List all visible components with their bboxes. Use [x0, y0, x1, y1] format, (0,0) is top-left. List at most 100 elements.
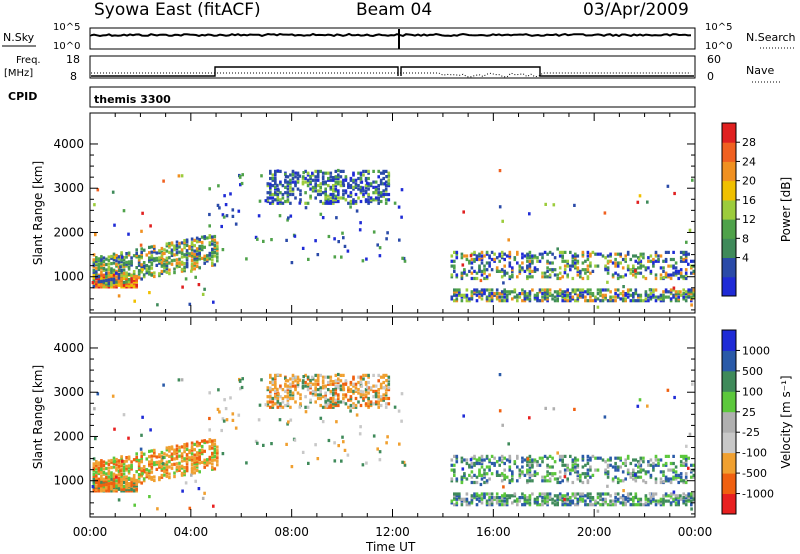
power-echo-cell — [639, 271, 643, 275]
power-echo-cell — [257, 214, 261, 218]
vel-echo-cell — [183, 444, 186, 448]
vel-echo-cell — [664, 477, 668, 481]
vel-echo-cell — [352, 377, 355, 381]
vel-echo-cell — [508, 465, 512, 469]
vel-echo-cell — [634, 494, 638, 498]
vel-echo-cell — [609, 494, 612, 498]
vel-echo-cell — [574, 456, 577, 460]
vel-echo-cell — [684, 499, 688, 503]
power-echo-cell — [483, 264, 486, 268]
power-echo-cell — [566, 293, 569, 297]
vel-echo-cell — [309, 380, 312, 385]
vel-echo-cell — [185, 442, 189, 446]
vel-echo-cell — [526, 470, 529, 474]
vel-echo-cell — [453, 494, 456, 498]
power-echo-cell — [624, 254, 627, 258]
power-echo-cell — [571, 295, 575, 299]
vel-echo-cell — [127, 469, 131, 473]
vel-echo-cell — [619, 458, 622, 462]
power-echo-cell — [358, 228, 362, 232]
vel-echo-cell — [183, 450, 186, 454]
vel-echo-cell — [385, 379, 388, 383]
power-echo-cell — [571, 276, 575, 281]
power-echo-cell — [508, 256, 512, 260]
colorbar-swatch — [722, 238, 736, 258]
vel-echo-cell — [190, 473, 193, 477]
vel-echo-cell — [137, 480, 141, 484]
power-echo-cell — [536, 268, 539, 272]
power-echo-cell — [155, 256, 159, 260]
vel-echo-cell — [105, 466, 108, 471]
power-echo-cell — [100, 271, 103, 275]
power-echo-cell — [158, 256, 161, 260]
vel-echo-cell — [465, 503, 469, 507]
power-echo-cell — [148, 265, 151, 269]
vel-echo-cell — [571, 492, 575, 496]
vel-echo-cell — [100, 467, 103, 472]
power-echo-cell — [95, 256, 98, 260]
power-echo-cell — [216, 259, 219, 263]
vel-echo-cell — [357, 391, 360, 395]
power-echo-cell — [614, 271, 617, 275]
vel-echo-cell — [213, 451, 217, 455]
power-echo-cell — [664, 271, 668, 275]
power-ytick-label: 1000 — [53, 270, 84, 284]
vel-echo-cell — [460, 475, 464, 479]
vel-echo-cell — [378, 458, 382, 462]
power-echo-cell — [556, 293, 559, 297]
power-echo-cell — [269, 192, 272, 197]
power-echo-cell — [112, 252, 116, 256]
vel-echo-cell — [298, 405, 302, 409]
vel-echo-cell — [180, 445, 184, 449]
vel-echo-cell — [132, 477, 136, 481]
vel-echo-cell — [571, 465, 575, 469]
power-echo-cell — [508, 254, 512, 258]
power-echo-cell — [95, 270, 98, 274]
power-echo-cell — [188, 302, 192, 306]
power-echo-cell — [672, 288, 675, 292]
vel-echo-cell — [271, 396, 275, 401]
vel-echo-cell — [531, 460, 534, 464]
power-echo-cell — [611, 275, 615, 279]
vel-echo-cell — [309, 400, 312, 404]
colorbar-swatch — [722, 199, 736, 220]
power-echo-cell — [465, 257, 469, 262]
vel-echo-cell — [341, 435, 344, 439]
power-echo-cell — [289, 192, 292, 197]
power-echo-cell — [117, 257, 121, 261]
vel-echo-cell — [672, 461, 675, 466]
vel-echo-cell — [589, 496, 592, 500]
vel-echo-cell — [473, 492, 476, 496]
power-echo-cell — [558, 293, 562, 297]
vel-echo-cell — [148, 455, 151, 459]
power-echo-cell — [321, 180, 325, 184]
vel-echo-cell — [649, 475, 653, 479]
power-echo-cell — [616, 273, 620, 277]
vel-echo-cell — [274, 382, 277, 386]
vel-echo-cell — [513, 461, 517, 466]
vel-echo-cell — [558, 480, 562, 485]
vel-echo-cell — [112, 474, 116, 478]
vel-echo-cell — [513, 492, 517, 496]
vel-echo-cell — [511, 479, 514, 483]
vel-echo-cell — [455, 497, 459, 501]
power-echo-cell — [188, 246, 191, 251]
vel-echo-cell — [569, 503, 572, 507]
power-echo-cell — [579, 290, 582, 294]
power-echo-cell — [528, 299, 532, 303]
power-echo-cell — [684, 252, 688, 256]
vel-echo-cell — [183, 473, 186, 477]
power-echo-cell — [657, 259, 660, 263]
power-echo-cell — [337, 240, 340, 244]
power-echo-cell — [142, 275, 146, 279]
vel-echo-cell — [316, 382, 320, 386]
power-echo-cell — [571, 297, 575, 301]
power-echo-cell — [208, 243, 212, 247]
vel-echo-cell — [185, 454, 189, 459]
vel-echo-cell — [170, 445, 174, 449]
power-echo-cell — [632, 266, 635, 270]
vel-echo-cell — [306, 388, 310, 392]
power-echo-cell — [692, 269, 696, 273]
vel-echo-cell — [599, 456, 602, 460]
power-echo-cell — [142, 261, 146, 265]
